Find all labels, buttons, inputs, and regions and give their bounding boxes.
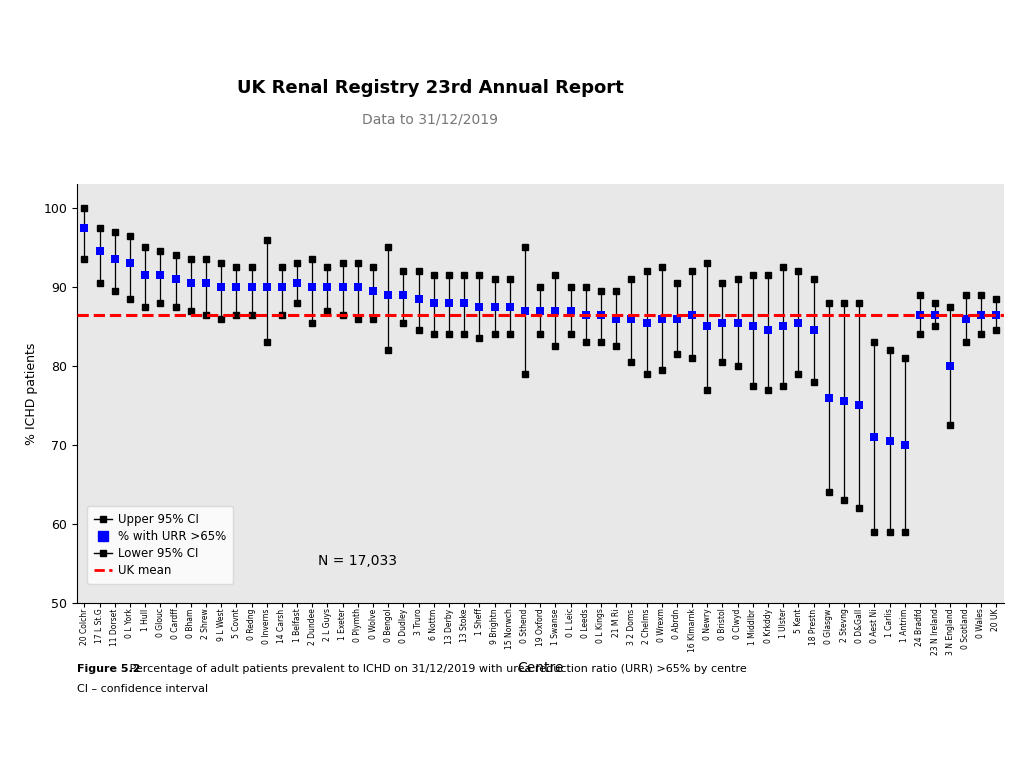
Y-axis label: % ICHD patients: % ICHD patients [25, 343, 38, 445]
Text: Percentage of adult patients prevalent to ICHD on 31/12/2019 with urea reduction: Percentage of adult patients prevalent t… [126, 664, 746, 674]
Text: UK Renal Registry 23rd Annual Report: UK Renal Registry 23rd Annual Report [237, 79, 624, 98]
Text: Data to 31/12/2019: Data to 31/12/2019 [362, 112, 498, 126]
Legend: Upper 95% CI, % with URR >65%, Lower 95% CI, UK mean: Upper 95% CI, % with URR >65%, Lower 95%… [87, 506, 233, 584]
X-axis label: Centre: Centre [517, 661, 563, 675]
Text: CI – confidence interval: CI – confidence interval [77, 684, 208, 694]
Text: Figure 5.2: Figure 5.2 [77, 664, 140, 674]
Text: N = 17,033: N = 17,033 [317, 554, 396, 568]
